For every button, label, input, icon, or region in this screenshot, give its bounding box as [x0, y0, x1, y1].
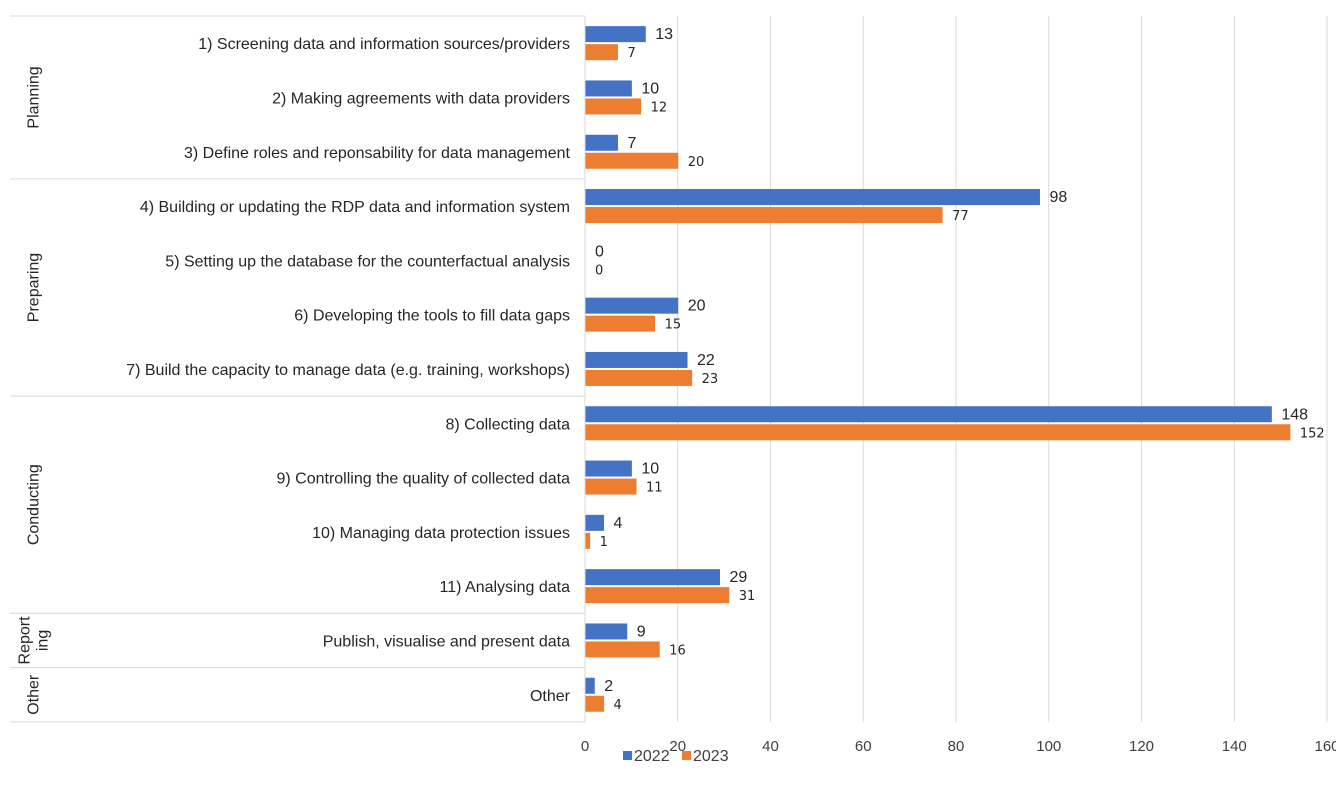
bar-2022	[585, 569, 720, 586]
category-labels: 1) Screening data and information source…	[126, 36, 570, 705]
bar-2023	[585, 44, 618, 61]
bar-2023	[585, 587, 730, 604]
value-label-2023: 152	[1300, 426, 1325, 441]
value-label-2023: 4	[614, 698, 622, 713]
value-label-2023: 11	[646, 481, 663, 496]
category-label: 2) Making agreements with data providers	[272, 90, 570, 107]
category-label: 9) Controlling the quality of collected …	[276, 471, 570, 488]
category-label: 4) Building or updating the RDP data and…	[140, 199, 570, 216]
bar-2023	[585, 98, 642, 115]
bar-2022	[585, 297, 679, 314]
legend: 2022 2023	[623, 748, 729, 765]
legend-label-2022: 2022	[634, 748, 670, 765]
x-tick-label: 100	[1036, 738, 1061, 755]
category-label: Other	[530, 688, 571, 705]
legend-swatch-2023	[682, 751, 691, 760]
bar-2022	[585, 406, 1272, 423]
value-label-2023: 12	[651, 100, 668, 115]
bar-2023	[585, 695, 605, 712]
value-label-2023: 77	[952, 209, 969, 224]
bar-2023	[585, 369, 693, 386]
value-label-2023: 20	[688, 155, 705, 170]
bar-2022	[585, 189, 1040, 206]
group-label: Other	[26, 674, 43, 715]
category-label: 3) Define roles and reponsability for da…	[184, 145, 571, 162]
x-tick-label: 20	[669, 738, 686, 755]
value-label-2022: 10	[641, 80, 659, 97]
x-tick-label: 60	[855, 738, 872, 755]
value-label-2022: 0	[595, 243, 604, 260]
category-label: 11) Analysing data	[440, 579, 571, 596]
bar-2023	[585, 478, 637, 495]
category-label: 7) Build the capacity to manage data (e.…	[126, 362, 570, 379]
bar-2022	[585, 514, 605, 531]
group-label: Report	[17, 616, 34, 665]
value-label-2023: 23	[702, 372, 719, 387]
category-label: 6) Developing the tools to fill data gap…	[294, 308, 570, 325]
value-label-2023: 15	[665, 318, 682, 333]
x-axis-ticks: 0 20 40 60 80 100 120 140 160	[581, 738, 1336, 755]
group-label: Planning	[26, 66, 43, 128]
value-label-2022: 9	[637, 623, 646, 640]
value-label-2023: 31	[739, 589, 756, 604]
value-label-2022: 7	[627, 135, 636, 152]
legend-label-2023: 2023	[693, 748, 729, 765]
group-label: Preparing	[26, 253, 43, 322]
bar-2022	[585, 351, 688, 368]
bar-2023	[585, 207, 943, 224]
category-label: 5) Setting up the database for the count…	[165, 253, 570, 270]
bar-2022	[585, 80, 632, 97]
bar-2022	[585, 623, 628, 640]
x-tick-label: 40	[762, 738, 779, 755]
value-label-2023: 16	[669, 643, 686, 658]
gridlines	[677, 16, 1328, 722]
x-tick-label: 120	[1129, 738, 1154, 755]
category-label: Publish, visualise and present data	[323, 633, 570, 650]
value-label-2022: 13	[655, 26, 673, 43]
bar-2022	[585, 677, 595, 694]
bar-2022	[585, 134, 618, 151]
x-tick-label: 0	[581, 738, 589, 755]
category-label: 8) Collecting data	[445, 416, 570, 433]
value-label-2022: 22	[697, 352, 715, 369]
category-label: 1) Screening data and information source…	[198, 36, 570, 53]
value-label-2023: 0	[595, 263, 603, 278]
category-label: 10) Managing data protection issues	[312, 525, 570, 542]
bar-2023	[585, 532, 591, 549]
value-labels: 1310798020221481042992712207701523152111…	[595, 26, 1325, 713]
bar-2023	[585, 152, 679, 169]
legend-swatch-2022	[623, 751, 632, 760]
bar-2022	[585, 26, 646, 43]
x-tick-label: 140	[1222, 738, 1247, 755]
x-tick-label: 160	[1314, 738, 1336, 755]
group-label: Conducting	[26, 464, 43, 545]
value-label-2022: 20	[688, 298, 706, 315]
group-label: ing	[35, 630, 52, 651]
bar-2023	[585, 424, 1291, 441]
value-label-2022: 148	[1281, 406, 1308, 423]
value-label-2022: 10	[641, 461, 659, 478]
value-label-2023: 7	[627, 46, 635, 61]
value-label-2023: 1	[600, 535, 608, 550]
group-dividers	[10, 15, 586, 723]
bar-2023	[585, 641, 660, 658]
value-label-2022: 2	[604, 678, 613, 695]
bar-2023	[585, 315, 656, 332]
x-tick-label: 80	[948, 738, 965, 755]
value-label-2022: 98	[1049, 189, 1067, 206]
value-label-2022: 29	[729, 569, 747, 586]
value-label-2022: 4	[614, 515, 623, 532]
bars	[585, 26, 1291, 712]
group-labels: Planning Preparing Conducting Report ing Othe…	[17, 66, 52, 714]
bar-2022	[585, 460, 632, 477]
